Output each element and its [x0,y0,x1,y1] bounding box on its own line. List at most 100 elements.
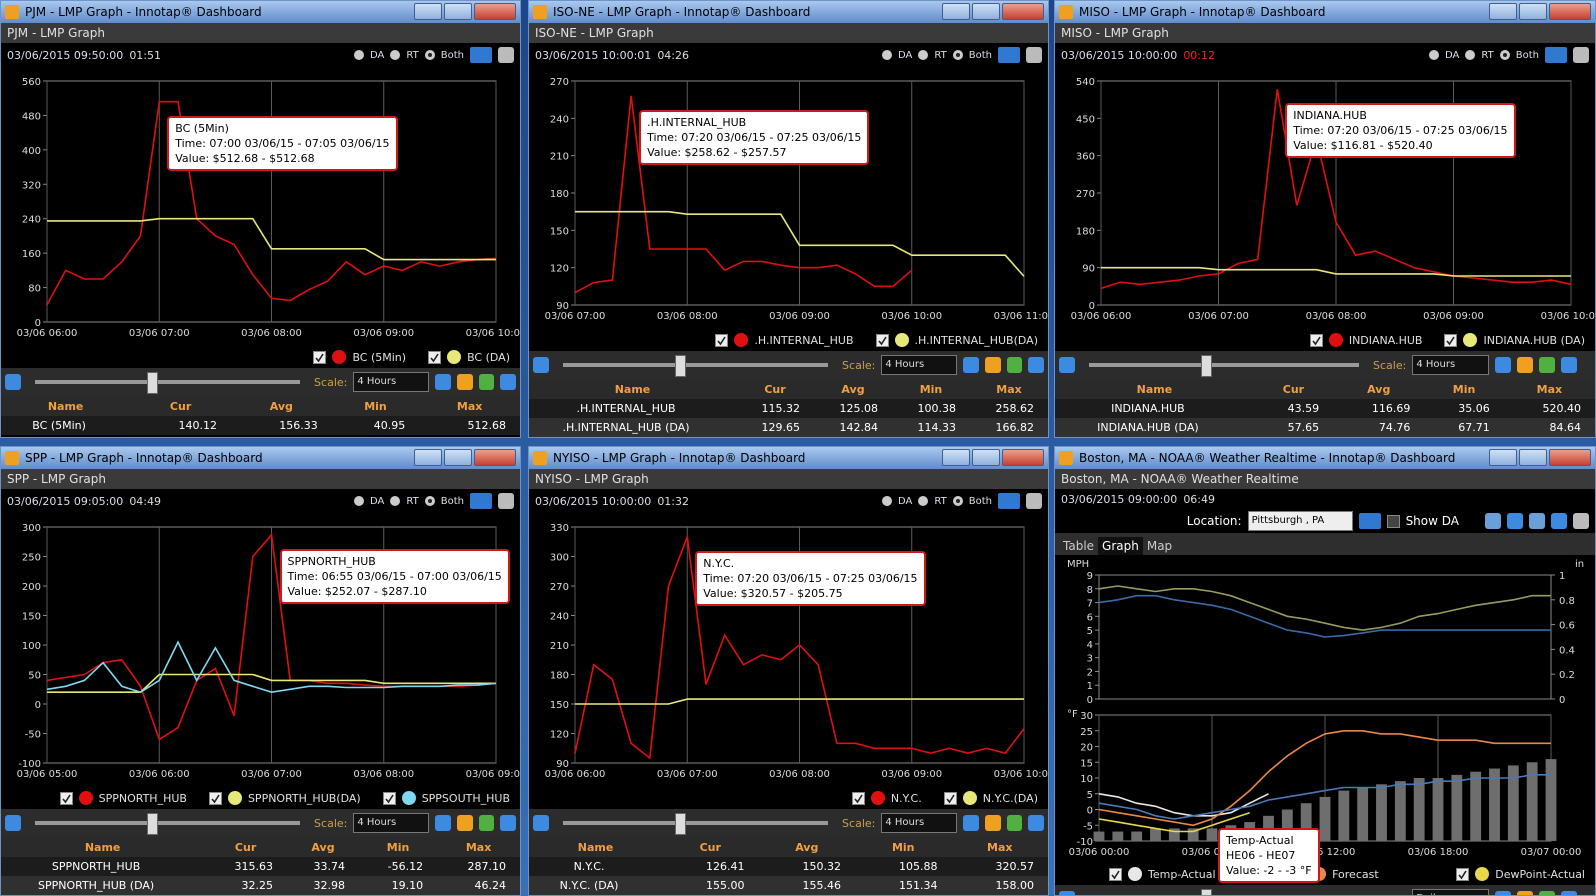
radio[interactable] [918,496,929,506]
tool-button[interactable] [1517,357,1534,373]
settings-button[interactable] [1026,493,1042,509]
slider-thumb[interactable] [1201,889,1212,895]
minimize-button[interactable] [414,449,442,466]
minimize-button[interactable] [1489,3,1517,20]
checkbox[interactable] [943,791,957,805]
tool-button[interactable] [435,374,451,390]
settings-button[interactable] [1573,47,1589,63]
radio[interactable] [952,50,963,60]
radio[interactable] [882,50,893,60]
checkbox[interactable] [382,791,396,805]
scale-select[interactable]: 4 Hours [1412,355,1490,375]
minimize-button[interactable] [414,3,442,20]
radio[interactable] [882,496,893,506]
tool-button[interactable] [456,815,473,831]
checkbox[interactable] [715,333,729,347]
radio[interactable] [390,496,401,506]
play-button[interactable] [5,374,21,390]
play-button[interactable] [1059,357,1075,373]
tool-button[interactable] [1529,513,1545,529]
tool-button[interactable] [1006,815,1023,831]
tool-button[interactable] [1573,513,1589,529]
play-button[interactable] [5,815,21,831]
radio[interactable] [918,50,929,60]
tool-button[interactable] [1507,513,1523,529]
checkbox[interactable] [851,791,865,805]
tool-button[interactable] [1028,815,1044,831]
tool-button[interactable] [478,374,495,390]
list-button[interactable] [1358,513,1381,529]
location-select[interactable]: Pittsburgh , PA [1247,511,1353,531]
list-button[interactable] [998,47,1020,63]
minimize-button[interactable] [942,449,970,466]
maximize-button[interactable] [444,449,472,466]
tool-button[interactable] [1561,357,1578,373]
tool-button[interactable] [963,357,979,373]
minimize-button[interactable] [942,3,970,20]
scale-select[interactable]: 4 Hours [881,813,958,833]
scale-select[interactable]: Daily [1412,889,1490,895]
radio[interactable] [424,50,435,60]
scale-select[interactable]: 4 Hours [881,355,958,375]
tool-button[interactable] [1561,891,1578,895]
maximize-button[interactable] [1519,3,1547,20]
list-button[interactable] [998,493,1020,509]
tool-button[interactable] [963,815,979,831]
radio[interactable] [390,50,401,60]
close-button[interactable] [1549,449,1591,466]
list-button[interactable] [470,47,492,63]
slider-thumb[interactable] [146,813,158,835]
radio[interactable] [424,496,435,506]
slider-thumb[interactable] [1201,355,1212,377]
tool-button[interactable] [1517,891,1534,895]
slider-thumb[interactable] [146,372,158,394]
list-button[interactable] [470,493,492,509]
checkbox[interactable] [1309,333,1323,347]
minimize-button[interactable] [1489,449,1517,466]
play-button[interactable] [533,815,549,831]
close-button[interactable] [1549,3,1591,20]
tool-button[interactable] [500,374,516,390]
radio[interactable] [354,496,365,506]
maximize-button[interactable] [972,449,1000,466]
checkbox[interactable] [428,350,442,364]
radio[interactable] [1499,50,1510,60]
radio[interactable] [1465,50,1476,60]
slider-thumb[interactable] [674,813,686,835]
close-button[interactable] [474,449,516,466]
tool-button[interactable] [1539,891,1556,895]
close-button[interactable] [474,3,516,20]
checkbox[interactable] [313,350,327,364]
tool-button[interactable] [1495,891,1512,895]
slider-thumb[interactable] [674,355,686,377]
radio[interactable] [952,496,963,506]
tab[interactable]: Table [1063,539,1095,553]
tool-button[interactable] [1551,513,1567,529]
tool-button[interactable] [478,815,495,831]
tool-button[interactable] [1539,357,1556,373]
tab[interactable]: Graph [1098,537,1143,555]
tool-button[interactable] [1028,357,1044,373]
tool-button[interactable] [1485,513,1501,529]
checkbox[interactable] [59,791,73,805]
maximize-button[interactable] [1519,449,1547,466]
checkbox[interactable] [1444,333,1458,347]
scale-select[interactable]: 4 Hours [353,372,430,392]
settings-button[interactable] [498,493,514,509]
settings-button[interactable] [1026,47,1042,63]
radio[interactable] [1429,50,1440,60]
settings-button[interactable] [498,47,514,63]
tool-button[interactable] [1006,357,1023,373]
tool-button[interactable] [435,815,451,831]
checkbox[interactable] [208,791,222,805]
checkbox[interactable] [1109,867,1122,881]
tool-button[interactable] [456,374,473,390]
play-button[interactable] [1059,891,1075,895]
tool-button[interactable] [500,815,516,831]
maximize-button[interactable] [444,3,472,20]
close-button[interactable] [1002,449,1044,466]
checkbox[interactable] [875,333,889,347]
tool-button[interactable] [1495,357,1512,373]
maximize-button[interactable] [972,3,1000,20]
show-da-checkbox[interactable] [1386,514,1400,528]
